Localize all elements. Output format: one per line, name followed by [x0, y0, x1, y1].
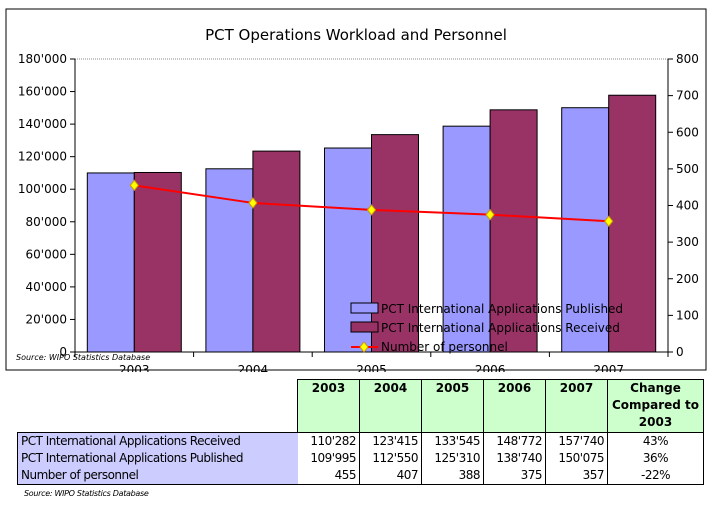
cell-value: 388: [421, 467, 484, 485]
bar-received-2004: [252, 150, 301, 353]
left-tick-label: 20'000: [26, 312, 67, 326]
cell-value: 123'415: [359, 432, 422, 450]
legend-label: PCT International Applications Published: [381, 302, 623, 316]
cell-value: 133'545: [421, 432, 484, 450]
cell-value: 375: [483, 467, 546, 485]
row-label: PCT International Applications Received: [17, 432, 298, 450]
bar-published-2006: [442, 125, 491, 353]
cell-value: 110'282: [297, 432, 360, 450]
bar-received-2005: [371, 134, 419, 353]
legend-marker-icon: [359, 341, 369, 353]
personnel-marker-2007: [604, 215, 614, 228]
right-tick-label: 500: [676, 162, 699, 176]
cell-value: 148'772: [483, 432, 546, 450]
left-tick-label: 120'000: [18, 150, 67, 164]
legend-label: Number of personnel: [381, 340, 508, 354]
right-tick-label: 600: [676, 125, 699, 139]
cell-value: 357: [545, 467, 608, 485]
chart-title: PCT Operations Workload and Personnel: [205, 26, 507, 44]
bar-published-2007: [561, 107, 610, 353]
table-header: 2006: [483, 379, 546, 433]
table-header: 2004: [359, 379, 422, 433]
personnel-marker-2004: [248, 197, 258, 209]
bar-received-2006: [489, 109, 538, 353]
bar-received-2003: [133, 171, 182, 353]
left-tick-label: 100'000: [18, 182, 67, 196]
cell-change: 43%: [607, 432, 704, 450]
right-tick-label: 100: [676, 308, 699, 322]
x-tick-label: 2004: [238, 363, 269, 372]
table-source: Source: WIPO Statistics Database: [24, 489, 149, 498]
table-row: PCT International Applications Published…: [17, 450, 704, 467]
right-tick-label: 700: [676, 89, 699, 103]
left-tick-label: 160'000: [18, 85, 67, 99]
right-tick-label: 800: [676, 52, 699, 66]
left-tick-label: 180'000: [18, 52, 67, 66]
cell-value: 157'740: [545, 432, 608, 450]
left-tick-label: 60'000: [26, 247, 67, 261]
left-tick-label: 0: [59, 345, 67, 359]
chart-source: Source: WIPO Statistics Database: [16, 353, 150, 362]
personnel-marker-2005: [366, 204, 377, 216]
right-tick-label: 300: [676, 235, 699, 249]
table-header: 2003: [297, 379, 360, 433]
chart: PCT Operations Workload and Personnel 20…: [5, 8, 707, 372]
personnel-marker-2003: [129, 179, 139, 192]
row-label: Number of personnel: [17, 467, 298, 485]
bar-published-2005: [324, 147, 372, 353]
bar-published-2003: [86, 172, 135, 353]
table-row: Number of personnel 455 407 388 375 357 -22%: [17, 467, 704, 485]
cell-change: 36%: [607, 450, 704, 467]
cell-value: 109'995: [297, 450, 360, 467]
bar-received-2007: [608, 94, 657, 353]
right-tick-label: 200: [676, 272, 699, 286]
right-tick-label: 0: [676, 345, 684, 359]
bar-published-2004: [205, 168, 254, 353]
legend-swatch: [350, 321, 379, 333]
legend-swatch: [350, 302, 379, 314]
table-corner: [18, 380, 298, 433]
left-tick-label: 40'000: [26, 280, 67, 294]
cell-value: 455: [297, 467, 360, 485]
cell-value: 138'740: [483, 450, 546, 467]
x-tick-label: 2007: [593, 363, 624, 372]
right-tick-label: 400: [676, 199, 699, 213]
table-header: Change Compared to 2003: [607, 379, 704, 433]
x-tick-label: 2006: [475, 363, 506, 372]
x-tick-label: 2005: [356, 363, 387, 372]
left-tick-label: 140'000: [18, 117, 67, 131]
data-table: 2003 2004 2005 2006 2007 Change Compared to 2…: [17, 379, 704, 485]
cell-value: 112'550: [359, 450, 422, 467]
cell-value: 150'075: [545, 450, 608, 467]
table-header: 2005: [421, 379, 484, 433]
row-label: PCT International Applications Published: [17, 450, 298, 467]
cell-change: -22%: [607, 467, 704, 485]
cell-value: 407: [359, 467, 422, 485]
left-tick-label: 80'000: [26, 215, 67, 229]
personnel-marker-2006: [485, 208, 495, 221]
legend-label: PCT International Applications Received: [381, 321, 620, 335]
cell-value: 125'310: [421, 450, 484, 467]
table-header: 2007: [545, 379, 608, 433]
table-row: PCT International Applications Received 1…: [17, 432, 704, 450]
x-tick-label: 2003: [119, 363, 150, 372]
